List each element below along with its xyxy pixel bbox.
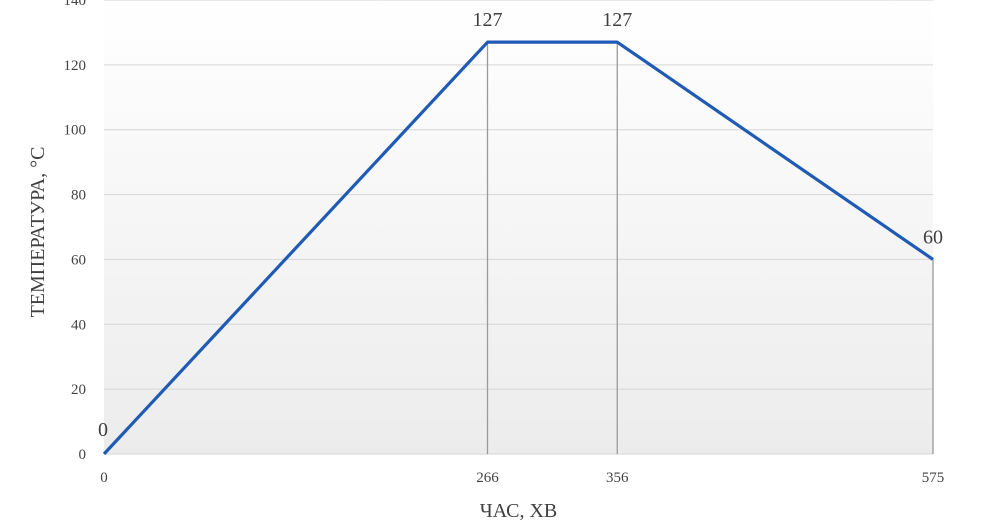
y-tick-label: 60 — [71, 252, 86, 268]
plot-area — [104, 0, 933, 454]
data-labels: 0 127 127 60 — [98, 9, 943, 441]
data-label: 127 — [602, 9, 632, 31]
data-label: 60 — [923, 226, 943, 248]
y-tick-label: 0 — [79, 447, 87, 463]
x-tick-label: 266 — [476, 470, 499, 486]
x-tick-labels: 0 266 356 575 — [100, 470, 944, 486]
y-tick-label: 120 — [64, 58, 87, 74]
x-tick-label: 0 — [100, 470, 108, 486]
x-axis-title: ЧАС, ХВ — [480, 500, 558, 522]
grid-lines — [104, 0, 933, 455]
series-group — [102, 40, 934, 456]
x-tick-label: 575 — [922, 470, 945, 486]
y-tick-label: 80 — [71, 188, 86, 204]
y-tick-label: 20 — [71, 382, 86, 398]
y-axis-title: ТЕМПЕРАТУРА, °С — [27, 147, 49, 318]
drop-lines — [486, 42, 934, 454]
y-tick-labels: 0 20 40 60 80 100 120 140 — [64, 0, 87, 463]
x-tick-label: 356 — [606, 470, 629, 486]
y-tick-label: 40 — [71, 317, 86, 333]
series-line — [102, 40, 934, 456]
y-tick-label: 140 — [64, 0, 87, 9]
data-label: 127 — [473, 9, 503, 31]
y-tick-label: 100 — [64, 123, 87, 139]
data-label: 0 — [98, 419, 108, 441]
